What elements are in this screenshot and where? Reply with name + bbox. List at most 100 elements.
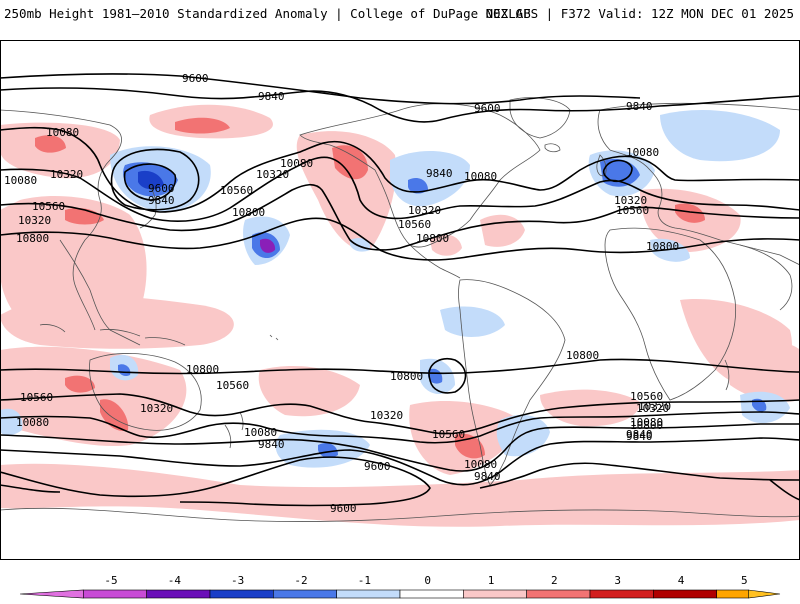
southeast-asia-coast — [59, 239, 141, 346]
colorbar-bin — [146, 589, 211, 599]
positive-anomaly-region — [0, 346, 187, 446]
contour-label: 10080 — [464, 170, 497, 183]
negative-anomaly-region — [440, 306, 505, 337]
strong-positive-anomaly — [675, 203, 705, 223]
contour-9840-lowring — [110, 148, 200, 211]
colorbar-bin — [716, 589, 749, 599]
strong-positive-anomaly — [332, 145, 368, 180]
central-america-coast — [409, 244, 461, 279]
height-contours — [0, 73, 800, 507]
positive-anomaly-region — [0, 463, 800, 527]
contour-10800-loop — [428, 358, 467, 394]
colorbar-bin — [653, 589, 717, 599]
madagascar-coast — [724, 359, 730, 391]
contour-10080-ring — [602, 159, 633, 183]
map-panel: 9600 9840 9600 9840 10080 10320 9600 984… — [0, 40, 800, 560]
colorbar-tick-label: 2 — [551, 574, 558, 587]
contour-10320-north — [0, 156, 800, 222]
contour-label: 9840 — [626, 100, 653, 113]
contour-label: 10560 — [616, 204, 649, 217]
colorbar-bin — [589, 589, 654, 599]
colorbar-tick-label: -3 — [231, 574, 244, 587]
contour-label: 10080 — [280, 157, 313, 170]
strong-positive-anomaly — [175, 117, 230, 134]
contour-10320-south — [0, 411, 800, 444]
contour-label: 9840 — [474, 470, 501, 483]
colorbar-tick-label: -5 — [104, 574, 117, 587]
contour-label: 10800 — [390, 370, 423, 383]
contour-label: 10800 — [566, 349, 599, 362]
contour-label: 10560 — [32, 200, 65, 213]
model-run-info: 00Z GFS | F372 Valid: 12Z MON DEC 01 202… — [485, 6, 794, 21]
contour-label: 10800 — [646, 240, 679, 253]
positive-anomaly-region — [0, 295, 234, 349]
contour-label: 10080 — [46, 126, 79, 139]
contour-10080-north — [0, 126, 800, 213]
contour-label: 9840 — [626, 428, 653, 441]
africa-coast — [604, 227, 736, 401]
colorbar-bins — [19, 589, 781, 599]
contour-label: 10080 — [630, 416, 663, 429]
contour-label: 10320 — [50, 168, 83, 181]
coastlines — [0, 97, 800, 523]
colorbar-tick-labels: -5 -4 -3 -2 -1 0 1 2 3 4 5 — [104, 574, 747, 587]
contour-label: 10080 — [16, 416, 49, 429]
colorbar-bin — [399, 589, 464, 599]
strong-positive-anomaly — [65, 375, 95, 393]
colorbar-tick-label: -1 — [358, 574, 371, 587]
colorbar-tick-label: 4 — [678, 574, 685, 587]
contour-9600-far-south — [0, 479, 800, 501]
colorbar-bin — [463, 589, 527, 599]
iceland-coast — [544, 143, 561, 153]
contour-10800-south — [0, 358, 800, 375]
contour-label: 9600 — [182, 72, 209, 85]
strong-negative-anomaly — [408, 178, 428, 194]
strong-negative-anomaly — [138, 170, 164, 190]
strong-negative-anomaly — [318, 443, 338, 458]
contour-label: 10800 — [186, 363, 219, 376]
strong-positive-anomaly — [35, 135, 66, 153]
contour-9600-lowring — [123, 163, 177, 201]
colorbar-bin — [209, 589, 274, 599]
negative-anomaly-region — [650, 238, 690, 262]
colorbar-tick-label: 3 — [614, 574, 621, 587]
contour-label: 10080 — [464, 458, 497, 471]
colorbar-bin — [273, 589, 337, 599]
negative-extreme-anomaly — [260, 238, 276, 253]
contour-label: 10080 — [4, 174, 37, 187]
contour-9840-north — [0, 87, 800, 123]
colorbar-bin — [336, 589, 401, 599]
colorbar-tick-label: 1 — [488, 574, 495, 587]
contour-9840-south — [0, 437, 800, 486]
contour-label: 10800 — [232, 206, 265, 219]
antarctica-coast — [0, 507, 800, 523]
negative-anomaly-region — [0, 408, 23, 436]
contour-label: 9600 — [474, 102, 501, 115]
contour-label: 9600 — [364, 460, 391, 473]
contour-9600-south — [0, 456, 800, 507]
contour-label: 10320 — [614, 194, 647, 207]
contour-label: 10320 — [408, 204, 441, 217]
contour-label: 10560 — [630, 390, 663, 403]
hawaii-islands — [269, 334, 279, 341]
colorbar-tick-label: -4 — [168, 574, 182, 587]
contour-label: 10080 — [626, 146, 659, 159]
negative-anomaly-region — [660, 110, 780, 162]
contour-10560-south — [0, 393, 800, 435]
contour-label: 9840 — [626, 430, 653, 443]
contour-label: 9840 — [258, 90, 285, 103]
contour-label: 10560 — [216, 379, 249, 392]
contour-label: 10560 — [432, 428, 465, 441]
contour-label: 10800 — [630, 419, 663, 432]
contour-label: 10320 — [140, 402, 173, 415]
contour-label: 9840 — [426, 167, 453, 180]
contour-label: 10320 — [638, 400, 671, 413]
contour-label: 10080 — [244, 426, 277, 439]
contour-label: 10800 — [16, 232, 49, 245]
contour-label: 10320 — [636, 402, 669, 415]
colorbar-low-arrow — [19, 589, 84, 599]
positive-anomaly-region — [480, 214, 525, 247]
eurasia-coast — [0, 102, 800, 331]
contour-label: 10320 — [256, 168, 289, 181]
contour-labels: 9600 9840 9600 9840 10080 10320 9600 984… — [4, 72, 679, 515]
